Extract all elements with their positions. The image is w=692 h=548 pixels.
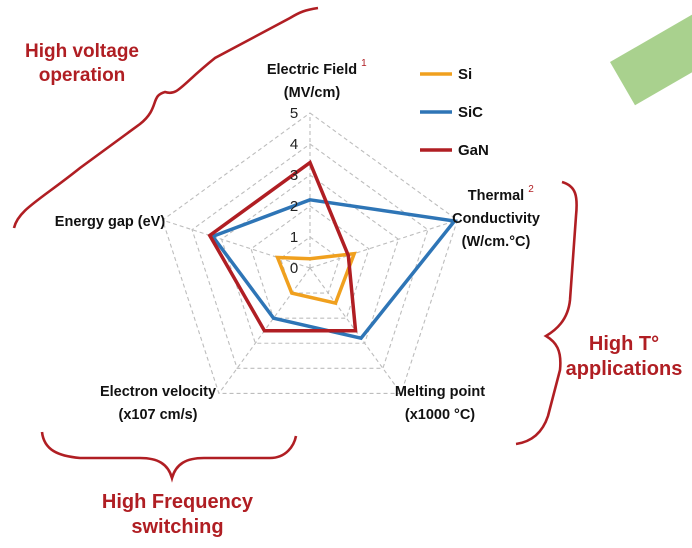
spoke-1 [309, 219, 458, 269]
axis-label-0-line1: Electric Field [267, 62, 357, 78]
tick-label: 2 [290, 198, 298, 215]
callout-high-temperature-line1: High T° [588, 333, 660, 355]
axis-label-3-line2: (x107 cm/s) [119, 407, 198, 423]
callout-high-voltage-line2: operation [38, 64, 126, 86]
axis-superscript-0: 1 [361, 58, 367, 69]
axis-superscript-1: 2 [528, 184, 534, 195]
axis-labels: Electric Field 1 (MV/cm) Thermal 2 Conductivi… [55, 58, 540, 423]
braces [12, 6, 578, 483]
tick-label: 3 [290, 167, 298, 184]
brace-high-frequency [40, 431, 298, 483]
callout-high-frequency-line1: High Frequency [101, 491, 254, 513]
tick-label: 0 [290, 260, 298, 277]
legend: Si SiC GaN [420, 66, 489, 159]
grid-ring-2 [250, 205, 370, 319]
radar-spokes [162, 113, 458, 394]
axis-label-1-line1: Thermal [468, 188, 524, 204]
axis-label-2-line2: (x1000 °C) [405, 407, 475, 423]
spoke-4 [162, 219, 311, 269]
callout-high-frequency-line2: switching [131, 516, 224, 538]
series-line-gan [207, 159, 358, 333]
legend-label-gan: GaN [458, 142, 489, 159]
grid-ring-5 [161, 112, 459, 394]
callout-high-voltage-line1: High voltage [24, 41, 139, 62]
axis-label-3-line1: Electron velocity [100, 384, 216, 400]
tick-labels: 0 1 2 3 4 5 [290, 105, 298, 277]
tick-label: 1 [290, 229, 298, 246]
legend-label-sic: SiC [458, 104, 483, 121]
series-layer [207, 159, 458, 341]
tick-label: 4 [290, 136, 298, 153]
callout-high-frequency: High Frequency switching [70, 490, 285, 540]
brace-high-temperature [515, 180, 578, 446]
tick-label: 5 [290, 105, 298, 122]
axis-label-1-line2: Conductivity [452, 211, 540, 227]
axis-label-0-line2: (MV/cm) [284, 85, 341, 101]
callout-high-voltage: High voltage operation [2, 40, 162, 88]
callout-high-temperature: High T° applications [558, 332, 690, 382]
series-line-sic [209, 198, 458, 341]
axis-label-2-line1: Melting point [395, 384, 485, 400]
axis-label-1-line3: (W/cm.°C) [462, 234, 531, 250]
brace-high-voltage [12, 6, 319, 229]
legend-label-si: Si [458, 66, 472, 83]
axis-label-4-line1: Energy gap (eV) [55, 214, 166, 230]
callout-high-temperature-line2: applications [565, 358, 683, 380]
